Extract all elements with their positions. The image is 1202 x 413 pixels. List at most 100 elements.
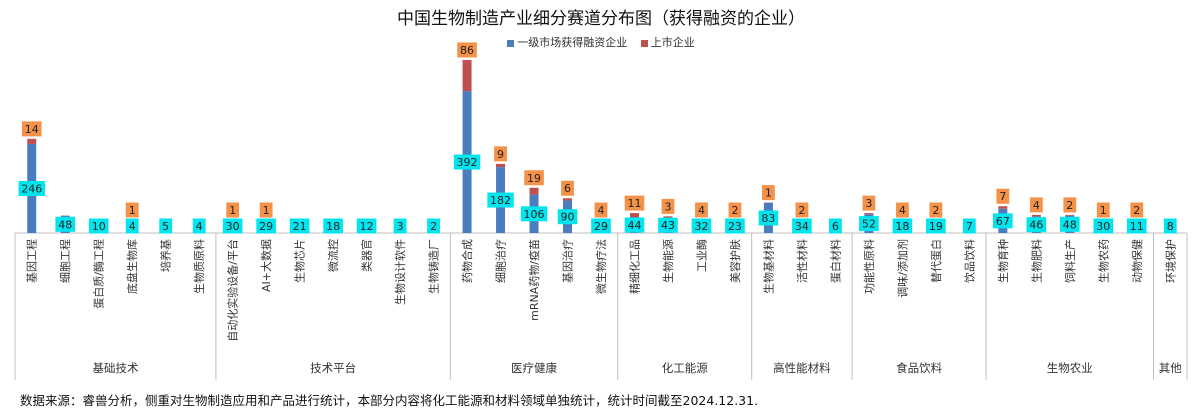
data-label-primary-bg xyxy=(792,218,812,234)
x-tick-label: 底盘生物库 xyxy=(125,239,139,294)
data-label-primary-bg xyxy=(222,218,243,234)
data-label-primary: 2 xyxy=(430,220,437,233)
data-label-listed: 4 xyxy=(598,204,605,217)
data-label-listed: 14 xyxy=(25,123,39,136)
x-tick-label: 蛋白材料 xyxy=(828,239,842,283)
data-label-primary: 11 xyxy=(1130,220,1144,233)
x-tick-label: 功能性原料 xyxy=(862,239,876,294)
bar-listed xyxy=(629,213,639,218)
bar-listed xyxy=(998,206,1008,209)
x-tick-label: 动物保健 xyxy=(1130,239,1144,283)
data-label-primary: 29 xyxy=(594,220,608,233)
data-label-primary: 12 xyxy=(360,220,374,233)
x-tick-label: 基因治疗 xyxy=(561,239,575,283)
data-label-primary-bg xyxy=(159,218,173,234)
x-tick-label: 生物基材料 xyxy=(761,239,775,294)
data-label-primary: 392 xyxy=(457,156,478,169)
data-label-primary: 18 xyxy=(326,220,340,233)
x-tick-label: 环境保护 xyxy=(1163,239,1177,283)
data-label-listed: 2 xyxy=(932,204,939,217)
x-tick-label: 精细化工品 xyxy=(627,239,641,294)
data-label-primary-bg xyxy=(18,180,45,196)
x-tick-label: 生物育种 xyxy=(996,239,1010,283)
x-tick-label: 生物芯片 xyxy=(293,239,307,283)
x-tick-label: 培养基 xyxy=(159,239,173,272)
bar-listed xyxy=(529,187,539,195)
data-label-primary: 106 xyxy=(524,208,545,221)
data-label-primary: 18 xyxy=(895,220,909,233)
bar-listed xyxy=(27,138,37,144)
data-label-primary: 3 xyxy=(397,220,404,233)
data-label-primary-bg xyxy=(427,218,440,234)
data-label-primary-bg xyxy=(859,216,879,232)
legend-item-primary: 一级市场获得融资企业 xyxy=(507,34,627,50)
x-tick-label: 替代蛋白 xyxy=(929,239,943,283)
group-label: 技术平台 xyxy=(310,361,356,375)
data-label-listed: 2 xyxy=(731,204,738,217)
data-label-listed-bg xyxy=(524,170,544,186)
data-label-listed-bg xyxy=(929,202,943,218)
legend-swatch-listed xyxy=(640,39,648,47)
data-label-listed: 1 xyxy=(129,204,136,217)
data-label-primary-bg xyxy=(88,218,109,234)
data-label-listed-bg xyxy=(862,195,876,211)
legend-label-primary: 一级市场获得融资企业 xyxy=(517,36,628,49)
data-label-primary-bg xyxy=(192,218,206,234)
data-label-listed: 4 xyxy=(899,204,906,217)
data-label-listed: 3 xyxy=(664,200,671,213)
legend: 一级市场获得融资企业 上市企业 xyxy=(0,34,1202,50)
data-label-listed-bg xyxy=(1130,202,1144,218)
data-label-primary: 6 xyxy=(832,220,839,233)
x-tick-label: 生物设计软件 xyxy=(393,239,407,305)
group-label: 化工能源 xyxy=(662,361,708,375)
data-label-listed-bg xyxy=(895,202,909,218)
group-label: 基础技术 xyxy=(92,361,138,375)
data-label-primary-bg xyxy=(487,192,514,208)
x-tick-label: 类器官 xyxy=(360,239,374,272)
data-label-listed-bg xyxy=(125,202,139,218)
data-label-listed-bg xyxy=(1029,197,1043,213)
group-label: 医疗健康 xyxy=(511,361,557,375)
data-label-listed: 86 xyxy=(460,44,474,57)
data-label-listed-bg xyxy=(259,202,273,218)
data-label-primary-bg xyxy=(962,218,976,234)
x-tick-label: 生物能源 xyxy=(661,239,675,283)
x-tick-label: 调味/添加剂 xyxy=(895,239,909,298)
data-label-listed: 2 xyxy=(1066,199,1073,212)
x-tick-label: AI+大数据 xyxy=(259,239,273,292)
data-label-listed: 1 xyxy=(229,204,236,217)
x-tick-label: 美容护肤 xyxy=(728,239,742,283)
data-label-listed-bg xyxy=(21,121,42,137)
group-label: 高性能材料 xyxy=(773,361,831,375)
x-tick-label: 细胞治疗 xyxy=(494,239,508,283)
x-tick-label: mRNA药物/疫苗 xyxy=(527,239,541,321)
data-label-primary-bg xyxy=(356,218,377,234)
data-label-listed: 7 xyxy=(999,190,1006,203)
data-label-primary-bg xyxy=(892,218,913,234)
data-label-primary: 46 xyxy=(1029,219,1043,232)
x-tick-label: 工业酶 xyxy=(695,239,708,272)
data-label-primary-bg xyxy=(758,210,779,226)
x-tick-label: 微流控 xyxy=(326,239,340,272)
data-label-primary-bg xyxy=(1163,218,1177,234)
bar-listed xyxy=(462,59,472,92)
data-label-listed-bg xyxy=(762,185,775,201)
data-label-primary: 83 xyxy=(761,212,775,225)
data-label-listed-bg xyxy=(624,195,645,211)
data-label-primary: 30 xyxy=(226,220,240,233)
data-label-primary: 29 xyxy=(259,220,273,233)
data-label-primary: 21 xyxy=(293,220,307,233)
data-label-primary: 4 xyxy=(196,220,203,233)
data-label-listed-bg xyxy=(457,42,477,58)
x-tick-label: 细胞工程 xyxy=(59,239,72,283)
data-label-listed: 1 xyxy=(263,204,270,217)
data-label-primary-bg xyxy=(1026,217,1047,233)
data-label-primary: 19 xyxy=(929,220,943,233)
chart-title: 中国生物制造产业细分赛道分布图（获得融资的企业） xyxy=(397,9,805,29)
data-label-listed-bg xyxy=(695,202,708,218)
data-label-listed: 9 xyxy=(497,148,504,161)
source-note: 数据来源：睿兽分析，侧重对生物制造应用和产品进行统计，本部分内容将化工能源和材料… xyxy=(20,393,759,408)
data-label-primary: 10 xyxy=(92,220,106,233)
bar-listed xyxy=(663,216,673,218)
data-label-listed-bg xyxy=(795,202,809,218)
